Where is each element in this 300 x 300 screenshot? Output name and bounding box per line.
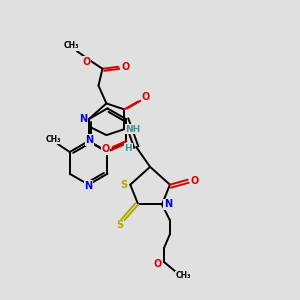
Text: S: S [116, 220, 123, 230]
Text: N: N [85, 135, 94, 145]
Text: O: O [82, 57, 91, 67]
Text: H: H [124, 143, 132, 152]
Text: NH: NH [125, 125, 141, 134]
Text: N: N [80, 114, 88, 124]
Text: CH₃: CH₃ [46, 135, 62, 144]
Text: O: O [121, 62, 129, 72]
Text: O: O [154, 259, 162, 269]
Text: O: O [142, 92, 150, 103]
Text: CH₃: CH₃ [64, 41, 80, 50]
Text: N: N [164, 200, 172, 209]
Text: CH₃: CH₃ [176, 271, 191, 280]
Text: S: S [120, 180, 127, 190]
Text: O: O [190, 176, 199, 186]
Text: N: N [85, 181, 93, 191]
Text: O: O [101, 144, 110, 154]
